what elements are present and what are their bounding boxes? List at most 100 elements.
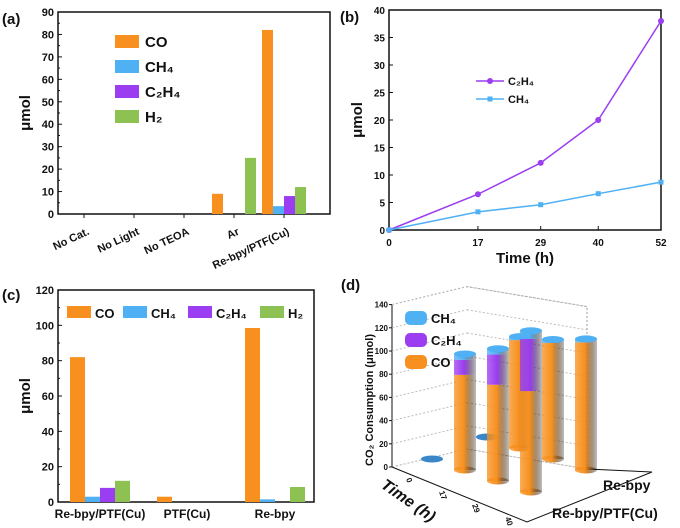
y-tick-label: 10	[374, 171, 386, 182]
legend-marker-C2H4	[487, 78, 493, 84]
grid-line	[466, 286, 588, 308]
x-tick-label: No TEOA	[142, 226, 191, 257]
legend-label-C2H4: C₂H₄	[508, 76, 534, 88]
z-tick-label: 80	[379, 370, 388, 379]
y-axis-label: μmol	[17, 378, 34, 414]
z-tick-label: 40	[379, 417, 388, 426]
bar3d-C2H4-Re-bpy/PTF(Cu)-17	[454, 359, 476, 375]
time-axis-label: Time (h)	[378, 476, 438, 525]
bar3d-CO-Re-bpy/PTF(Cu)-29	[487, 384, 509, 481]
legend-label-C2H4: C₂H₄	[145, 84, 180, 101]
legend-label-CO: CO	[431, 355, 451, 370]
bar3d-CO-Re-bpy/PTF(Cu)-40	[520, 391, 542, 492]
y-tick-label: 40	[42, 119, 54, 131]
grid-line	[391, 286, 468, 306]
bar3d-top	[542, 336, 564, 344]
y-tick-label: 30	[42, 142, 54, 154]
plot-frame	[57, 11, 331, 215]
bar-CH4-4	[273, 206, 284, 214]
bar3d-C2H4-Re-bpy/PTF(Cu)-29	[487, 354, 509, 385]
bar3d-top	[520, 327, 542, 335]
z-tick-label: 60	[379, 393, 388, 402]
bar-C2H4-4	[284, 196, 295, 214]
point-C2H4	[658, 18, 664, 24]
legend-label-CH4: CH₄	[151, 306, 176, 321]
bar3d-disk-Re-bpy/PTF(Cu)-0	[421, 455, 443, 463]
z-tick-label: 20	[379, 440, 388, 449]
x-tick-label: Ar	[225, 226, 242, 242]
legend-label-CO: CO	[145, 34, 168, 51]
bar-H2-4	[295, 187, 306, 214]
x-tick-label: No Cat.	[51, 226, 91, 253]
panel-c: (c) 0 20 40 60 80 100 120 μmol Re-bpy/PTF(Cu) PTF(…	[2, 285, 315, 521]
y-tick-label: 0	[48, 497, 54, 509]
y-tick-label: 25	[374, 89, 386, 100]
legend-label-CH4: CH₄	[145, 59, 174, 76]
y-tick-label: 40	[42, 426, 54, 438]
legend-swatch-CO	[405, 355, 427, 369]
bar3d-CO-Re-bpy-29	[542, 343, 564, 459]
bar3d-CH4-Re-bpy/PTF(Cu)-40	[520, 330, 542, 339]
bar-H2-0	[115, 480, 130, 502]
legend-label-CH4: CH₄	[431, 311, 456, 326]
plot-frame	[57, 289, 315, 503]
y-tick-label: 10	[42, 187, 54, 199]
z-tick-label: 140	[375, 301, 389, 310]
legend-swatch-H2	[115, 110, 139, 123]
y-tick-label: 20	[374, 116, 386, 127]
y-tick-label: 90	[42, 7, 54, 19]
point-C2H4	[474, 191, 481, 198]
y-tick-label: 80	[42, 356, 54, 368]
grid-line	[466, 309, 588, 331]
legend-swatch-CO	[115, 35, 139, 48]
bar-CO-4	[262, 29, 273, 215]
panel-b: (b) 0 5 10 15 20 25 30 35 40 0 17 29 40 52 Time (h) μmol…	[340, 6, 667, 267]
x-tick-label: Re-bpy/PTF(Cu)	[55, 507, 146, 521]
time-tick-label: 0	[404, 477, 414, 485]
y-tick-label: 20	[42, 462, 54, 474]
legend-label-CH4: CH₄	[508, 94, 529, 106]
point-CH4	[386, 227, 392, 233]
bar-CO-3	[212, 193, 223, 214]
point-CH4	[595, 191, 601, 197]
bar3d-top	[454, 350, 476, 358]
legend-swatch-CH4	[405, 311, 427, 325]
bar-C2H4-0	[100, 487, 115, 502]
y-tick-label: 5	[379, 199, 385, 210]
row-label: Re-bpy	[603, 477, 651, 493]
y-tick-label: 40	[374, 6, 386, 17]
y-tick-label: 60	[42, 74, 54, 86]
y-tick-label: 70	[42, 52, 54, 64]
x-tick-label: 52	[655, 238, 667, 249]
y-tick-label: 35	[374, 34, 386, 45]
panel-d: (d) 0 20 40 60 80 100 120 140 0 17 29 40 Time (h)CO₂ …	[341, 277, 658, 528]
bar3d-CO-Re-bpy/PTF(Cu)-17	[454, 374, 476, 470]
z-axis-label: CO₂ Consumption (μmol)	[364, 334, 376, 466]
y-tick-label: 50	[42, 97, 54, 109]
legend-swatch-CO	[67, 306, 91, 318]
y-tick-label: 15	[374, 144, 386, 155]
z-tick-label: 120	[375, 324, 389, 333]
legend-marker-CH4	[487, 96, 493, 102]
legend-swatch-C2H4	[188, 306, 212, 318]
legend-swatch-C2H4	[115, 85, 139, 98]
panel-label: (a)	[2, 11, 20, 28]
y-tick-label: 100	[36, 320, 54, 332]
bar3d-C2H4-Re-bpy/PTF(Cu)-40	[520, 338, 542, 392]
x-axis-label: Time (h)	[496, 250, 554, 267]
x-tick-label: Re-bpy	[255, 507, 296, 521]
y-axis-label: μmol	[17, 95, 34, 131]
x-tick-label: PTF(Cu)	[164, 507, 211, 521]
point-CH4	[658, 179, 664, 185]
floor-edge	[391, 466, 653, 523]
bar-H2-2	[290, 486, 305, 502]
point-CH4	[475, 209, 481, 215]
panel-label: (d)	[341, 277, 360, 294]
panel-a: (a) 0 10 20 30 40 50 60 70 80 90 μmol No Cat. No Ligh…	[2, 7, 331, 272]
y-tick-label: 120	[36, 285, 54, 297]
x-tick-label: 29	[535, 238, 547, 249]
y-tick-label: 0	[48, 209, 54, 221]
bar-CO-1	[157, 496, 172, 502]
bar-CH4-2	[260, 499, 275, 502]
